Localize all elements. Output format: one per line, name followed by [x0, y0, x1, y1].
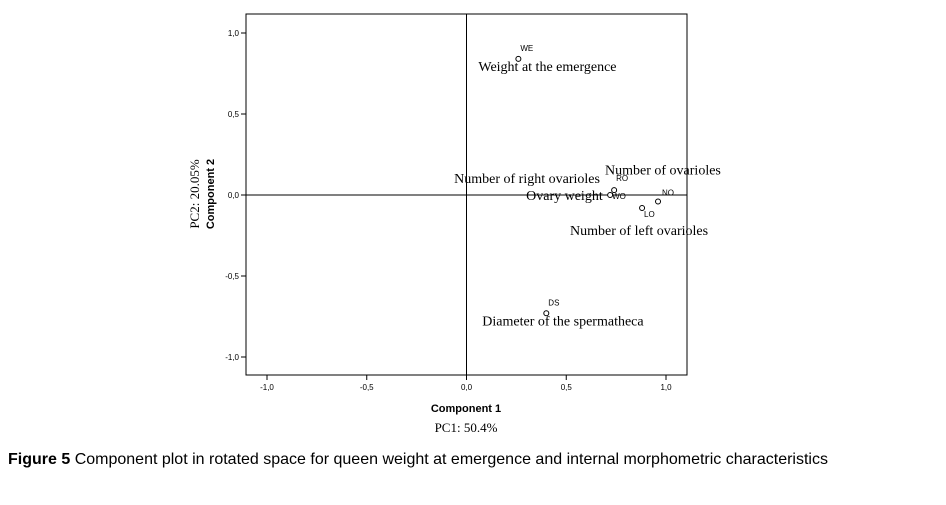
point-code-ds: DS: [548, 298, 559, 307]
y-axis-ticks: 1,0 0,5 0,0 -0,5 -1,0: [225, 29, 246, 362]
caption-label: Figure 5: [8, 451, 71, 468]
point-marker-we: [515, 55, 522, 62]
figure-caption: Figure 5 Component plot in rotated space…: [8, 450, 928, 470]
x-tick-label: 0,0: [461, 383, 473, 392]
x-tick-label: 0,5: [561, 383, 573, 392]
x-tick-label: -0,5: [360, 383, 374, 392]
x-tick-label: -1,0: [260, 383, 274, 392]
point-annotation-lo: Number of left ovarioles: [570, 224, 708, 239]
point-code-lo: LO: [644, 210, 655, 219]
y-axis-title: Component 2: [205, 159, 217, 229]
x-axis-ticks: -1,0 -0,5 0,0 0,5 1,0: [260, 375, 672, 392]
component-plot: -1,0 -0,5 0,0 0,5 1,0 1,0 0,5 0,0 -0,5 -1,0 WE We…: [187, 13, 721, 435]
y-tick-label: 1,0: [228, 29, 240, 38]
point-annotation-ro: Number of right ovarioles: [454, 172, 600, 187]
y-tick-label: -1,0: [225, 353, 239, 362]
point-annotation-we: Weight at the emergence: [478, 60, 616, 75]
point-code-wo: WO: [612, 192, 626, 201]
caption-text: Component plot in rotated space for quee…: [74, 451, 828, 468]
x-axis-title: Component 1: [431, 403, 501, 415]
point-annotation-ds: Diameter of the spermatheca: [482, 314, 644, 329]
point-code-we: WE: [520, 44, 533, 53]
point-annotation-wo: Ovary weight: [526, 189, 603, 204]
data-points: WE Weight at the emergence RO Number of rig…: [454, 44, 721, 329]
point-code-ro: RO: [616, 174, 628, 183]
x-axis-subtitle: PC1: 50.4%: [435, 420, 498, 435]
y-axis-subtitle: PC2: 20.05%: [187, 159, 202, 229]
y-tick-label: -0,5: [225, 272, 239, 281]
point-marker-ro: [611, 187, 618, 194]
point-code-no: NO: [662, 188, 674, 197]
point-marker-lo: [639, 204, 646, 211]
point-marker-ds: [543, 310, 550, 317]
x-tick-label: 1,0: [660, 383, 672, 392]
y-tick-label: 0,5: [228, 110, 240, 119]
y-tick-label: 0,0: [228, 191, 240, 200]
point-marker-no: [655, 198, 662, 205]
point-annotation-no: Number of ovarioles: [605, 163, 721, 178]
point-marker-wo: [607, 192, 614, 198]
